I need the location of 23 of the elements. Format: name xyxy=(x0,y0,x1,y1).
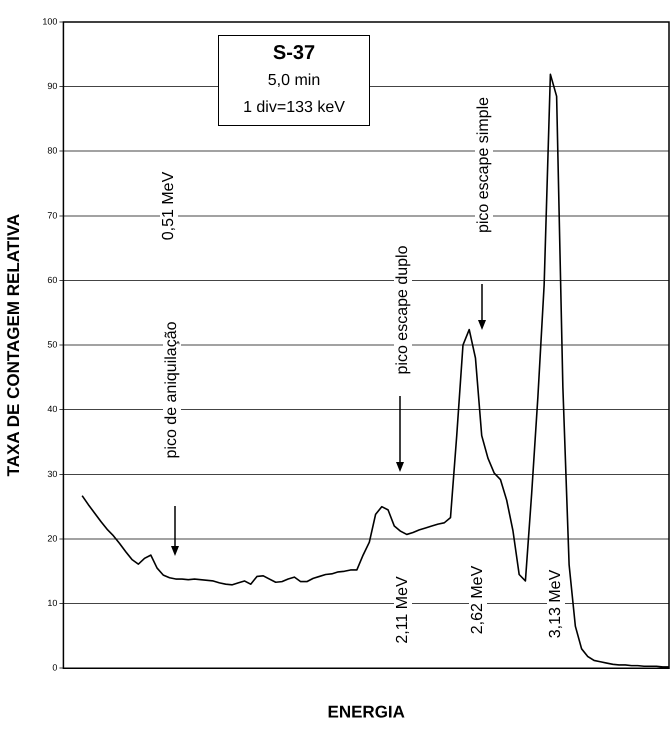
y-tick-label: 100 xyxy=(42,16,58,26)
text: S-37 xyxy=(272,41,316,66)
y-tick-label: 20 xyxy=(47,533,58,544)
annotation: 2,62 MeV xyxy=(469,562,487,638)
y-tick-label: 50 xyxy=(47,340,58,350)
y-tick-label: 30 xyxy=(47,468,58,479)
y-axis-title: TAXA DE CONTAGEM RELATIVA xyxy=(4,214,23,476)
annotation: 2,11 MeV xyxy=(394,573,412,647)
annotation: pico escape duplo xyxy=(394,242,412,378)
y-tick-label: 80 xyxy=(47,146,58,156)
annotation: 3,13 MeV xyxy=(547,566,565,642)
y-tick-label: 60 xyxy=(47,274,58,285)
y-tick-label: 40 xyxy=(47,404,58,414)
annotation: 0,51 MeV xyxy=(160,168,178,244)
y-tick-label: 0 xyxy=(52,662,58,673)
annotation: 1 div=133 keV xyxy=(242,98,346,118)
annotation: pico escape simple xyxy=(475,94,493,236)
annotation: pico de aniquilação xyxy=(163,318,181,462)
y-tick-label: 90 xyxy=(47,81,58,92)
x-axis-title: ENERGIA xyxy=(327,702,405,722)
y-tick-label: 10 xyxy=(47,598,58,608)
text: 5,0 min xyxy=(266,71,322,91)
y-tick-label: 70 xyxy=(47,210,58,220)
